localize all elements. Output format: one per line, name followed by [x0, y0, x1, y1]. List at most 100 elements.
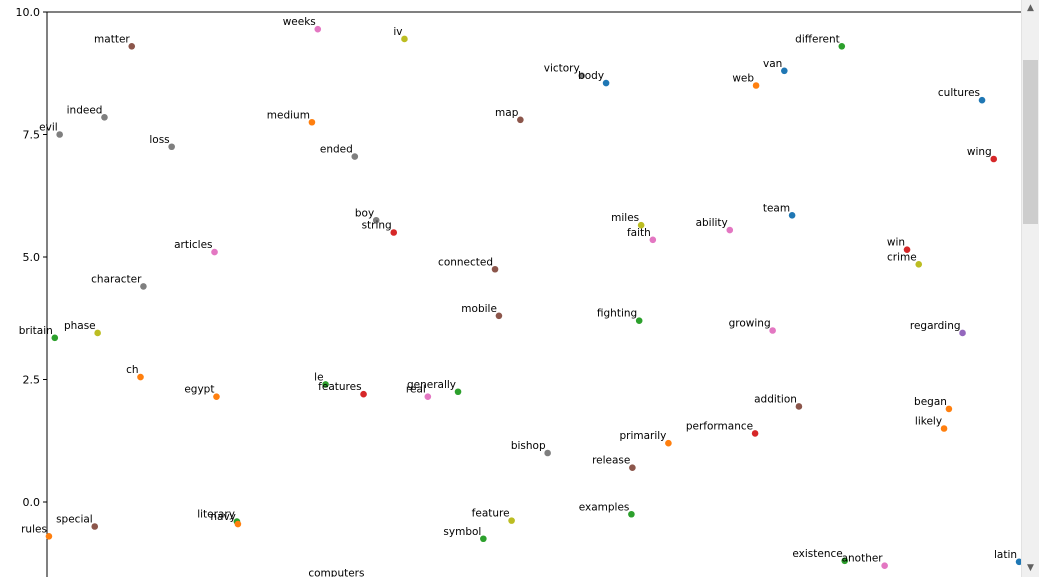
point-label-matter: matter	[94, 33, 130, 45]
point-label-navy: navy	[210, 511, 236, 523]
scroll-down-arrow-icon[interactable]: ▼	[1027, 563, 1034, 573]
scatter-point-examples	[628, 510, 635, 518]
point-label-boy: boy	[355, 207, 374, 219]
scatter-point-existence	[841, 557, 849, 565]
point-label-articles: articles	[174, 239, 212, 251]
scatter-point-cultures	[978, 96, 986, 104]
scatter-point-crime	[915, 261, 923, 268]
point-label-body: body	[578, 70, 604, 82]
scatter-point-matter	[128, 43, 136, 50]
point-label-feature: feature	[472, 508, 510, 520]
point-label-fighting: fighting	[597, 308, 637, 320]
point-label-le: le	[314, 371, 323, 383]
point-label-performance: performance	[686, 420, 753, 432]
scatter-point-likely	[940, 425, 948, 432]
y-tick-label: 5.0	[23, 251, 41, 264]
point-label-evil: evil	[39, 122, 58, 134]
point-label-egypt: egypt	[184, 384, 214, 396]
scatter-point-addition	[795, 403, 803, 410]
point-label-addition: addition	[754, 393, 797, 405]
point-label-examples: examples	[579, 501, 630, 513]
scatter-point-team	[788, 212, 796, 219]
scatter-point-feature	[508, 517, 515, 524]
point-label-began: began	[914, 396, 947, 408]
point-label-mobile: mobile	[461, 303, 497, 315]
point-label-symbol: symbol	[443, 526, 481, 538]
scatter-point-bishop	[544, 449, 551, 457]
point-label-ended: ended	[320, 144, 353, 156]
scatter-point-medium	[308, 118, 316, 126]
point-label-release: release	[592, 455, 630, 467]
point-label-web: web	[732, 73, 754, 85]
point-label-van: van	[763, 58, 782, 70]
point-label-growing: growing	[729, 318, 771, 330]
scatter-point-ability	[726, 226, 734, 234]
scroll-up-arrow-icon[interactable]: ▲	[1027, 3, 1034, 13]
point-label-ability: ability	[696, 217, 728, 229]
point-label-likely: likely	[915, 416, 942, 428]
scatter-point-growing	[769, 327, 776, 334]
scatter-point-win	[903, 246, 911, 253]
point-label-different: different	[795, 33, 840, 45]
scatter-point-phase	[94, 329, 101, 337]
scatter-point-ch	[137, 373, 144, 381]
point-label-team: team	[763, 202, 790, 214]
point-label-wing: wing	[967, 146, 992, 158]
point-label-rules: rules	[21, 523, 47, 535]
scatter-point-began	[945, 405, 953, 413]
point-label-medium: medium	[267, 109, 310, 121]
point-label-another: another	[842, 553, 884, 565]
scatter-point-mobile	[495, 312, 503, 320]
scatter-point-primarily	[665, 439, 672, 447]
point-label-indeed: indeed	[67, 104, 103, 116]
scatter-point-van	[781, 67, 788, 75]
point-label-real: real	[406, 384, 426, 396]
point-label-primarily: primarily	[619, 430, 666, 442]
point-label-weeks: weeks	[283, 16, 316, 28]
scatter-point-release	[629, 464, 636, 472]
point-label-victory: victory	[544, 63, 580, 75]
scroll-thumb[interactable]	[1023, 60, 1038, 224]
scatter-point-rules	[45, 533, 53, 540]
point-label-loss: loss	[149, 134, 169, 146]
point-label-latin: latin	[994, 549, 1017, 561]
plot-axes	[46, 11, 1021, 577]
scatter-point-another	[881, 562, 888, 569]
scatter-point-latin	[1015, 558, 1021, 566]
scatter-point-boy	[372, 216, 380, 224]
scatter-point-articles	[211, 248, 218, 256]
point-label-phase: phase	[64, 320, 96, 332]
scatter-point-miles	[637, 221, 645, 229]
scatter-point-string	[390, 229, 398, 236]
scatter-point-symbol	[480, 535, 487, 543]
scatter-point-fighting	[635, 317, 643, 325]
scatter-point-regarding	[959, 329, 966, 337]
scatter-point-victory	[578, 72, 586, 79]
scatter-point-character	[140, 283, 147, 290]
point-label-features: features	[318, 381, 361, 393]
point-label-computers: computers	[308, 567, 364, 577]
point-label-generally: generally	[407, 379, 456, 391]
scatter-point-evil	[56, 131, 63, 138]
scatter-point-weeks	[314, 25, 322, 33]
scatter-point-body	[602, 79, 610, 87]
scatter-point-britain	[51, 334, 59, 342]
point-label-character: character	[91, 273, 142, 285]
scatter-point-map	[517, 116, 524, 124]
point-label-connected: connected	[438, 256, 493, 268]
scatter-point-wing	[990, 155, 998, 163]
y-ticks: 10.0 7.5 5.0 2.5 0.0	[16, 6, 47, 509]
y-tick-label: 7.5	[23, 129, 41, 142]
vertical-scrollbar[interactable]: ▲ ▼	[1021, 0, 1039, 577]
point-label-bishop: bishop	[511, 440, 546, 452]
point-label-string: string	[362, 220, 392, 232]
y-tick-label: 10.0	[16, 6, 41, 19]
scatter-point-navy	[234, 520, 242, 528]
scatter-point-egypt	[213, 393, 220, 400]
point-label-special: special	[56, 514, 93, 526]
point-label-cultures: cultures	[938, 87, 980, 99]
scatter-point-ended	[351, 153, 359, 160]
scatter-point-features	[360, 390, 367, 398]
scatter-point-le	[322, 381, 329, 388]
scatter-point-generally	[454, 388, 462, 396]
